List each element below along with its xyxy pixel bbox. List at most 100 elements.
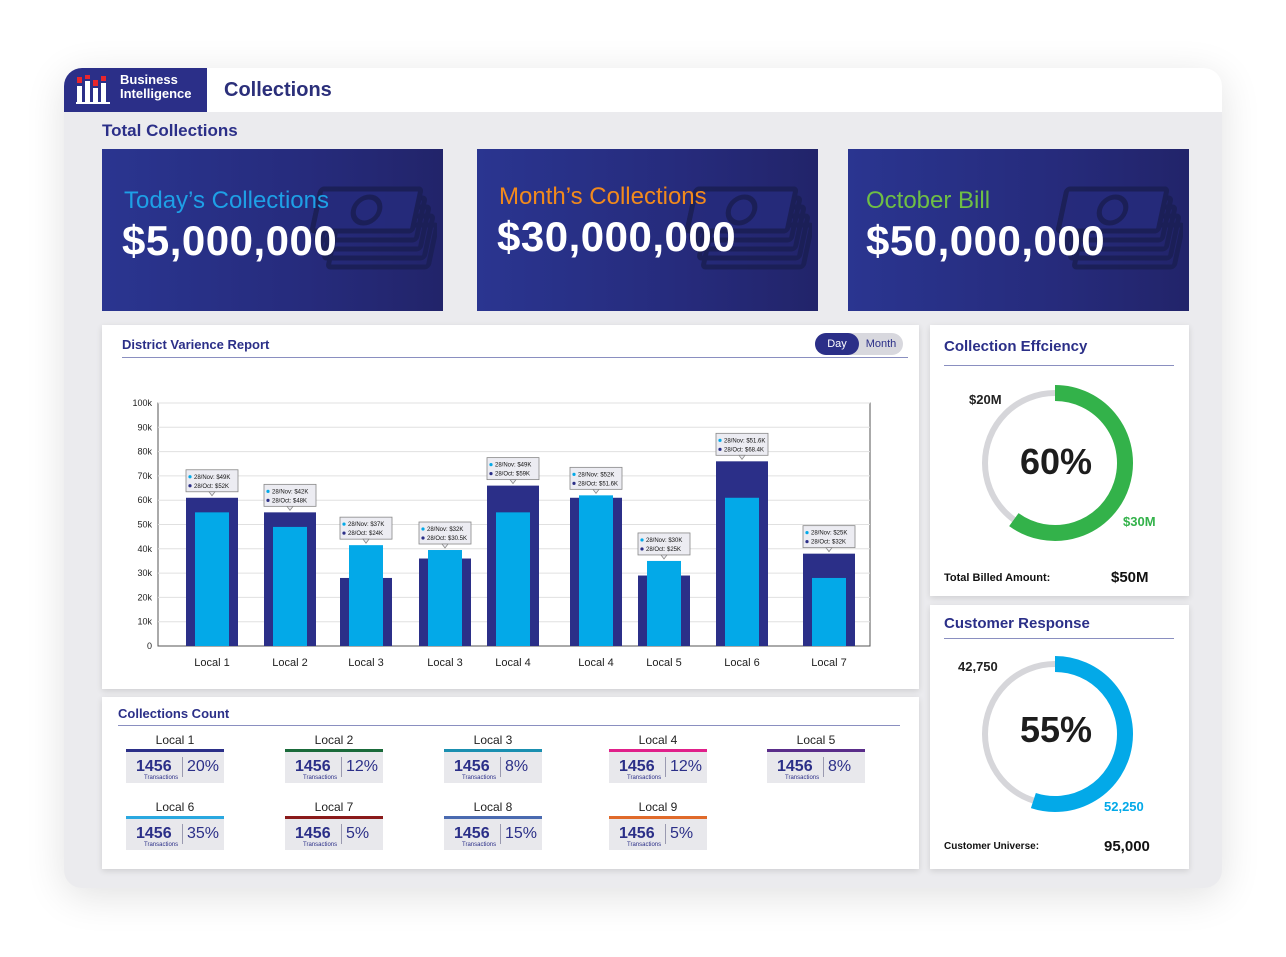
bar-tooltip: 28/Nov: $32K 28/Oct: $30.5K	[418, 521, 472, 549]
customer-universe-label: Customer Universe:	[944, 841, 1040, 852]
count-color-bar	[444, 816, 542, 819]
x-tick-label: Local 3	[427, 657, 462, 669]
tooltip-oct: 28/Oct: $68.4K	[724, 447, 764, 453]
count-separator	[500, 757, 501, 777]
count-separator	[341, 824, 342, 844]
response-left-value: 42,750	[958, 659, 998, 674]
bar-nov	[496, 512, 530, 646]
bar-nov	[812, 577, 846, 646]
bar-tooltip: 28/Nov: $52K 28/Oct: $51.6K	[569, 466, 623, 495]
count-card[interactable]: 1456 Transactions 5%	[609, 816, 707, 850]
collections-count-title: Collections Count	[118, 706, 230, 721]
count-card[interactable]: 1456 Transactions 15%	[444, 816, 542, 850]
response-right-value: 52,250	[1104, 799, 1144, 814]
tooltip-nov: 28/Nov: $52K	[578, 472, 614, 478]
bar-tooltip: 28/Nov: $37K 28/Oct: $24K	[339, 516, 393, 544]
count-number: 1456	[777, 758, 813, 775]
count-color-bar	[285, 816, 383, 819]
app-logo[interactable]: Business Intelligence	[64, 68, 207, 112]
bar-nov	[725, 497, 759, 646]
day-month-toggle[interactable]: Day Month	[815, 333, 903, 355]
count-subtitle: Transactions	[144, 775, 179, 781]
count-label: Local 8	[473, 800, 513, 814]
count-card[interactable]: 1456 Transactions 8%	[767, 749, 865, 783]
toggle-month[interactable]: Month	[865, 338, 897, 350]
bar-chart-logo-icon	[76, 75, 110, 104]
count-number: 1456	[619, 825, 655, 842]
tooltip-nov: 28/Nov: $25K	[811, 531, 847, 537]
toggle-day[interactable]: Day	[815, 333, 859, 355]
bar-nov	[349, 545, 383, 646]
efficiency-donut	[982, 385, 1133, 541]
count-separator	[500, 824, 501, 844]
count-card[interactable]: 1456 Transactions 5%	[285, 816, 383, 850]
count-color-bar	[767, 749, 865, 752]
count-percent: 35%	[187, 825, 220, 842]
count-subtitle: Transactions	[627, 842, 662, 848]
x-tick-label: Local 6	[724, 657, 759, 669]
customer-response-panel: Customer Response 55% 42,750 52,250 Cust…	[930, 605, 1189, 869]
logo-line-1: Business	[120, 72, 178, 87]
bar-tooltip: 28/Nov: $49K 28/Oct: $52K	[185, 469, 239, 497]
count-card[interactable]: 1456 Transactions 12%	[285, 749, 383, 783]
response-donut	[982, 656, 1133, 812]
bar-nov	[579, 495, 613, 646]
count-number: 1456	[136, 758, 172, 775]
customer-response-title: Customer Response	[944, 615, 1090, 632]
count-number: 1456	[295, 758, 331, 775]
count-number: 1456	[619, 758, 655, 775]
count-color-bar	[126, 749, 224, 752]
title-divider	[944, 638, 1174, 639]
logo-line-2: Intelligence	[120, 86, 192, 101]
tooltip-nov: 28/Nov: $42K	[272, 489, 308, 495]
count-color-bar	[444, 749, 542, 752]
count-card[interactable]: 1456 Transactions 8%	[444, 749, 542, 783]
count-color-bar	[126, 816, 224, 819]
district-variance-chart: 0 10k 20k 30k 40k 50k 60k 70k 80k 90k 100k Local 1 2…	[132, 398, 871, 669]
count-card[interactable]: 1456 Transactions 35%	[126, 816, 224, 850]
count-separator	[665, 824, 666, 844]
count-separator	[665, 757, 666, 777]
tooltip-oct: 28/Oct: $48K	[272, 498, 307, 504]
count-subtitle: Transactions	[303, 842, 338, 848]
x-tick-label: Local 5	[646, 657, 681, 669]
tooltip-nov: 28/Nov: $32K	[427, 527, 463, 533]
count-separator	[823, 757, 824, 777]
efficiency-right-value: $30M	[1123, 514, 1156, 529]
response-percent: 55%	[1019, 709, 1093, 750]
count-percent: 5%	[346, 825, 370, 842]
count-card[interactable]: 1456 Transactions 12%	[609, 749, 707, 783]
bar-nov	[647, 560, 681, 646]
count-percent: 8%	[505, 758, 529, 775]
count-number: 1456	[136, 825, 172, 842]
count-separator	[341, 757, 342, 777]
y-tick-label: 60k	[137, 495, 152, 505]
bar-nov	[273, 526, 307, 646]
count-label: Local 6	[155, 800, 195, 814]
tooltip-nov: 28/Nov: $49K	[495, 463, 531, 469]
count-card[interactable]: 1456 Transactions 20%	[126, 749, 224, 783]
todays-collections-card[interactable]: Today’s Collections $5,000,000	[102, 149, 443, 311]
district-variance-title: District Varience Report	[122, 337, 270, 352]
y-tick-label: 30k	[137, 568, 152, 578]
bar-tooltip: 28/Nov: $51.6K 28/Oct: $68.4K	[715, 432, 769, 460]
efficiency-percent: 60%	[1019, 441, 1093, 482]
y-tick-label: 50k	[137, 520, 152, 530]
tooltip-oct: 28/Oct: $59K	[495, 472, 530, 478]
october-bill-card[interactable]: October Bill $50,000,000	[848, 149, 1189, 311]
tooltip-oct: 28/Oct: $30.5K	[427, 536, 467, 542]
y-tick-label: 100k	[132, 398, 152, 408]
count-subtitle: Transactions	[303, 775, 338, 781]
x-tick-label: Local 4	[578, 657, 613, 669]
title-divider	[122, 357, 908, 358]
count-subtitle: Transactions	[144, 842, 179, 848]
count-separator	[182, 757, 183, 777]
tooltip-oct: 28/Oct: $25K	[646, 547, 681, 553]
bar-tooltip: 28/Nov: $30K 28/Oct: $25K	[637, 532, 691, 560]
months-collections-card[interactable]: Month’s Collections $30,000,000	[477, 149, 818, 311]
y-tick-label: 0	[147, 641, 152, 651]
count-subtitle: Transactions	[462, 842, 497, 848]
efficiency-left-value: $20M	[969, 392, 1002, 407]
collection-efficiency-title: Collection Effciency	[944, 338, 1088, 355]
y-tick-label: 90k	[137, 422, 152, 432]
